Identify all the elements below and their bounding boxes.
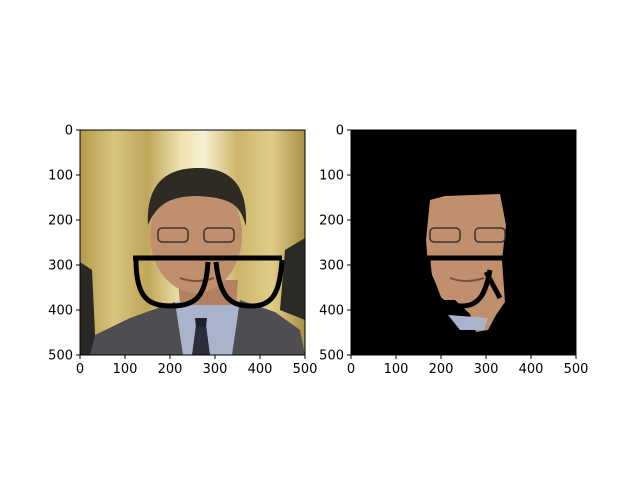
- glasses-overlay: [133, 255, 285, 309]
- left-image-panel: [80, 130, 305, 355]
- y-tick-label: 200: [48, 214, 73, 229]
- photo-segmented: [426, 194, 506, 332]
- y-tick-label: 300: [319, 259, 344, 274]
- photo-original: [80, 130, 305, 355]
- y-tick-label: 100: [319, 169, 344, 184]
- x-tick-label: 500: [564, 362, 589, 377]
- y-tick-label: 400: [48, 304, 73, 319]
- x-tick-label: 100: [384, 362, 409, 377]
- x-tick-label: 0: [347, 362, 355, 377]
- x-tick-label: 400: [248, 362, 273, 377]
- x-tick-label: 200: [158, 362, 183, 377]
- x-tick-label: 300: [203, 362, 228, 377]
- glasses-overlay-segmented: [424, 255, 505, 309]
- y-tick-label: 0: [65, 124, 73, 139]
- y-tick-label: 500: [48, 349, 73, 364]
- x-tick-label: 100: [113, 362, 138, 377]
- y-tick-label: 300: [48, 259, 73, 274]
- y-tick-label: 100: [48, 169, 73, 184]
- y-tick-label: 200: [319, 214, 344, 229]
- y-tick-label: 500: [319, 349, 344, 364]
- x-tick-label: 500: [293, 362, 318, 377]
- x-tick-label: 300: [474, 362, 499, 377]
- axes-right-frame: [350, 129, 577, 356]
- y-tick-label: 0: [336, 124, 344, 139]
- x-tick-label: 0: [76, 362, 84, 377]
- x-tick-label: 200: [429, 362, 454, 377]
- axes-left-frame: [79, 129, 306, 356]
- y-tick-label: 400: [319, 304, 344, 319]
- x-tick-label: 400: [519, 362, 544, 377]
- right-image-panel: [351, 130, 576, 355]
